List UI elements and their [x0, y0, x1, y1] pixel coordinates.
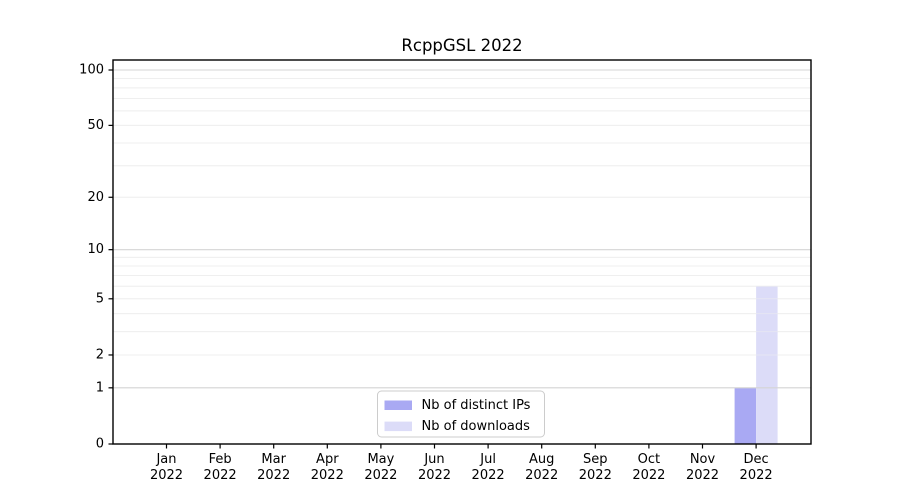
x-tick-label-month: Sep [583, 452, 608, 467]
bar-downloads-dec-2022 [756, 286, 778, 444]
bar-distinct-ips-dec-2022 [734, 387, 757, 444]
legend-label-downloads: Nb of downloads [422, 419, 531, 434]
legend-swatch-downloads [384, 421, 412, 432]
x-tick-label-year: 2022 [579, 468, 612, 483]
legend: Nb of distinct IPs Nb of downloads [377, 390, 545, 438]
legend-swatch-distinct-ips [384, 400, 412, 410]
x-tick-label-year: 2022 [257, 468, 290, 483]
y-tick-label: 100 [79, 63, 104, 78]
bars [734, 286, 778, 444]
x-tick-label-year: 2022 [418, 468, 451, 483]
x-tick-label-month: Dec [744, 452, 769, 467]
y-tick-label: 0 [96, 437, 104, 452]
axes: 0125102050100Jan2022Feb2022Mar2022Apr202… [79, 59, 812, 483]
x-tick-label-year: 2022 [472, 468, 505, 483]
x-tick-label-year: 2022 [632, 468, 665, 483]
x-tick-label-year: 2022 [525, 468, 558, 483]
legend-label-distinct-ips: Nb of distinct IPs [422, 398, 531, 413]
y-tick-label: 10 [87, 242, 104, 257]
x-tick-label-year: 2022 [204, 468, 237, 483]
y-tick-label: 5 [96, 291, 104, 306]
gridlines-overlay [113, 69, 811, 389]
y-tick-label: 1 [96, 380, 104, 395]
x-tick-label-year: 2022 [364, 468, 397, 483]
y-tick-label: 20 [87, 190, 104, 205]
x-tick-label-year: 2022 [311, 468, 344, 483]
x-tick-label-month: May [367, 452, 394, 467]
x-tick-label-month: Mar [261, 452, 286, 467]
x-tick-label-month: Aug [529, 452, 554, 467]
x-tick-label-month: Oct [638, 452, 660, 467]
x-tick-label-month: Jan [155, 452, 176, 467]
x-tick-label-year: 2022 [686, 468, 719, 483]
plot-border [112, 59, 812, 445]
x-tick-label-month: Nov [690, 452, 716, 467]
y-tick-label: 50 [87, 118, 104, 133]
x-tick-label-month: Jun [423, 452, 444, 467]
x-tick-label-year: 2022 [740, 468, 773, 483]
x-tick-label-year: 2022 [150, 468, 183, 483]
legend-frame [377, 390, 545, 438]
x-tick-label-month: Feb [209, 452, 232, 467]
x-tick-label-month: Apr [316, 452, 339, 467]
y-tick-label: 2 [96, 347, 104, 362]
chart-title: RcppGSL 2022 [401, 36, 522, 55]
x-tick-label-month: Jul [479, 452, 496, 467]
